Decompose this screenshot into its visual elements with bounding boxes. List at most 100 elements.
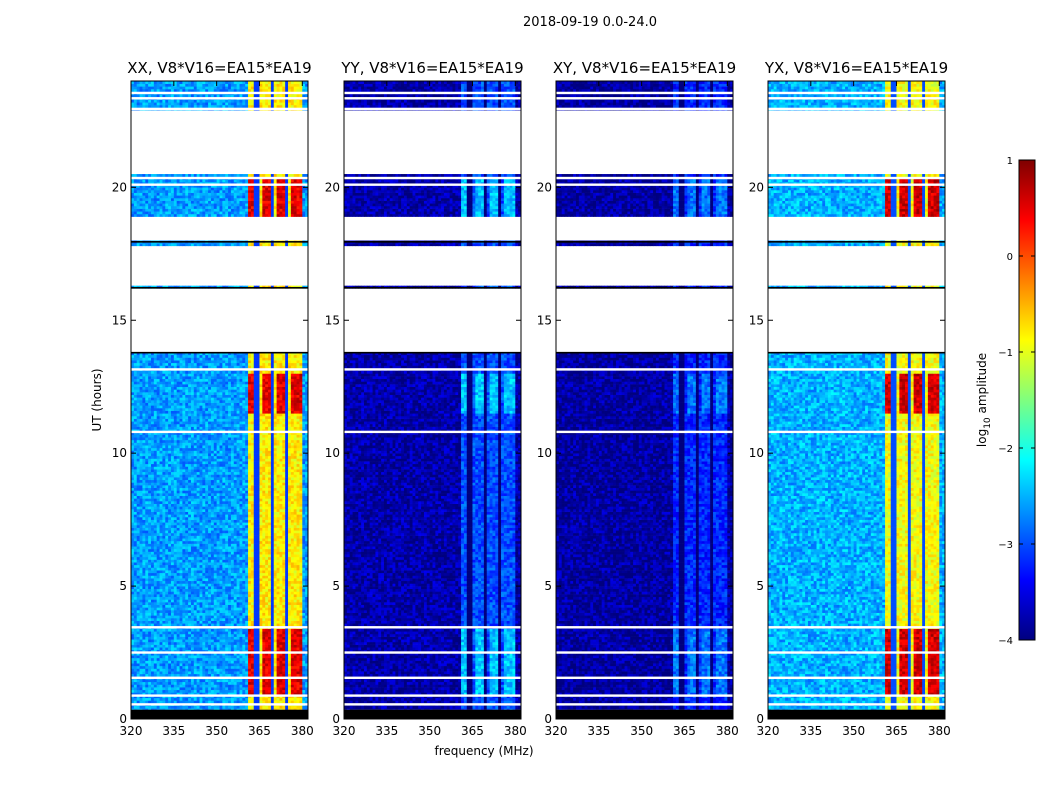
heatmap-cell xyxy=(296,615,300,619)
heatmap-cell xyxy=(156,575,160,579)
heatmap-cell xyxy=(253,604,258,608)
heatmap-cell xyxy=(176,623,180,627)
heatmap-cell xyxy=(293,604,297,608)
heatmap-cell xyxy=(213,578,218,582)
heatmap-cell xyxy=(190,660,195,664)
heatmap-cell xyxy=(133,564,138,568)
heatmap-cell xyxy=(202,689,206,693)
heatmap-cell xyxy=(268,617,272,621)
heatmap-cell xyxy=(210,620,215,624)
heatmap-cell xyxy=(250,599,255,603)
heatmap-cell xyxy=(148,514,152,518)
heatmap-cell xyxy=(236,535,240,539)
heatmap-cell xyxy=(159,540,163,544)
heatmap-cell xyxy=(219,679,223,683)
heatmap-cell xyxy=(230,567,235,571)
heatmap-cell xyxy=(225,538,229,542)
heatmap-cell xyxy=(173,665,178,669)
heatmap-cell xyxy=(242,620,246,624)
heatmap-cell xyxy=(210,594,215,598)
heatmap-cell xyxy=(216,636,220,640)
heatmap-cell xyxy=(216,612,220,616)
heatmap-cell xyxy=(230,556,235,560)
heatmap-cell xyxy=(170,575,175,579)
heatmap-cell xyxy=(253,519,258,523)
heatmap-cell xyxy=(188,610,192,613)
heatmap-cell xyxy=(179,655,183,659)
heatmap-cell xyxy=(139,617,143,621)
heatmap-cell xyxy=(202,562,206,566)
heatmap-cell xyxy=(193,588,198,592)
heatmap-cell xyxy=(279,548,283,552)
heatmap-cell xyxy=(290,588,295,592)
heatmap-cell xyxy=(219,503,223,507)
heatmap-cell xyxy=(170,610,175,613)
heatmap-cell xyxy=(279,610,283,613)
heatmap-cell xyxy=(182,615,186,619)
heatmap-cell xyxy=(193,548,198,552)
heatmap-cell xyxy=(285,610,289,613)
heatmap-cell xyxy=(242,543,246,547)
heatmap-cell xyxy=(165,612,169,616)
heatmap-cell xyxy=(176,591,180,595)
heatmap-cell xyxy=(182,631,186,635)
heatmap-cell xyxy=(216,572,220,576)
heatmap-cell xyxy=(182,583,186,587)
heatmap-cell xyxy=(162,612,166,616)
heatmap-cell xyxy=(196,596,200,600)
heatmap-cell xyxy=(242,527,246,531)
heatmap-cell xyxy=(185,647,189,651)
heatmap-cell xyxy=(305,524,308,528)
heatmap-cell xyxy=(150,559,155,563)
heatmap-cell xyxy=(208,671,212,675)
heatmap-cell xyxy=(213,532,218,536)
heatmap-cell xyxy=(293,554,297,558)
heatmap-cell xyxy=(262,628,266,632)
heatmap-cell xyxy=(276,647,280,651)
heatmap-cell xyxy=(139,684,143,688)
heatmap-cell xyxy=(265,588,269,592)
heatmap-cell xyxy=(276,508,280,512)
heatmap-cell xyxy=(142,602,146,605)
heatmap-cell xyxy=(136,644,140,648)
heatmap-cell xyxy=(216,641,220,645)
heatmap-cell xyxy=(273,623,277,627)
heatmap-cell xyxy=(176,665,180,669)
heatmap-cell xyxy=(196,684,200,688)
heatmap-cell xyxy=(270,559,275,563)
heatmap-cell xyxy=(222,705,226,709)
heatmap-cell xyxy=(268,599,272,603)
heatmap-cell xyxy=(156,639,160,643)
heatmap-cell xyxy=(165,705,169,709)
heatmap-cell xyxy=(276,506,280,510)
heatmap-cell xyxy=(216,538,220,542)
heatmap-cell xyxy=(153,657,158,661)
heatmap-cell xyxy=(248,687,252,691)
heatmap-cell xyxy=(236,559,240,563)
heatmap-cell xyxy=(179,628,183,632)
heatmap-cell xyxy=(248,527,252,531)
heatmap-cell xyxy=(142,663,146,667)
heatmap-cell xyxy=(156,578,160,582)
heatmap-cell xyxy=(236,657,240,661)
heatmap-cell xyxy=(173,527,178,531)
heatmap-cell xyxy=(162,532,166,536)
heatmap-cell xyxy=(131,580,135,584)
heatmap-cell xyxy=(165,519,169,523)
heatmap-cell xyxy=(162,705,166,709)
heatmap-cell xyxy=(228,631,232,635)
heatmap-cell xyxy=(153,612,158,616)
heatmap-cell xyxy=(288,647,292,651)
heatmap-cell xyxy=(196,508,200,512)
heatmap-cell xyxy=(205,639,209,643)
heatmap-cell xyxy=(190,554,195,558)
heatmap-cell xyxy=(193,628,198,632)
heatmap-cell xyxy=(250,644,255,648)
heatmap-cell xyxy=(153,524,158,528)
heatmap-cell xyxy=(185,689,189,693)
heatmap-cell xyxy=(262,607,266,611)
heatmap-cell xyxy=(208,692,212,696)
heatmap-cell xyxy=(205,562,209,566)
heatmap-cell xyxy=(210,700,215,704)
heatmap-cell xyxy=(225,660,229,664)
